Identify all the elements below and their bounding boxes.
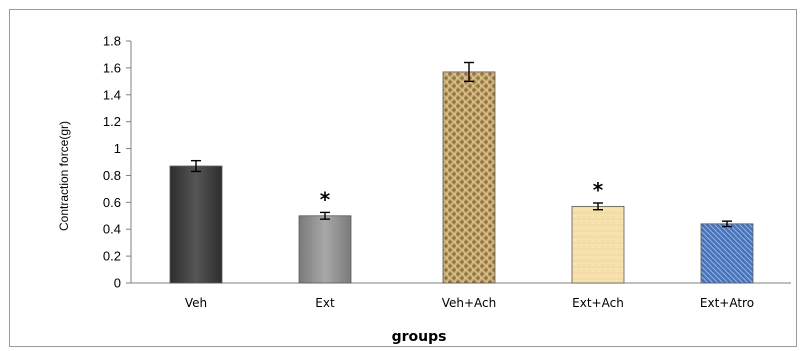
y-tick-label: 1 xyxy=(114,141,121,156)
y-tick-label: 0.4 xyxy=(103,222,121,237)
y-axis-title: Contraction force(gr) xyxy=(57,121,71,231)
y-tick-label: 0.8 xyxy=(103,168,121,183)
y-tick-label: 1.2 xyxy=(103,114,121,129)
x-category-label: Ext xyxy=(315,296,335,310)
y-tick-label: 0 xyxy=(114,276,121,291)
x-category-label: Ext+Ach xyxy=(572,296,624,310)
y-tick-label: 1.8 xyxy=(103,34,121,49)
x-category-label: Veh+Ach xyxy=(442,296,497,310)
chart-frame xyxy=(9,9,797,347)
significance-marker: * xyxy=(320,187,331,211)
y-tick-label: 0.6 xyxy=(103,195,121,210)
x-axis-title: groups xyxy=(392,329,447,345)
bar-ext xyxy=(298,215,352,284)
significance-marker: * xyxy=(593,178,604,202)
bar-ext-ach xyxy=(571,205,625,284)
y-tick-label: 0.2 xyxy=(103,249,121,264)
y-tick-label: 1.4 xyxy=(103,87,121,102)
x-category-label: Veh xyxy=(185,296,207,310)
bar-veh-ach xyxy=(442,71,496,284)
x-category-label: Ext+Atro xyxy=(700,296,754,310)
y-tick-label: 1.6 xyxy=(103,60,121,75)
bar-ext-atro xyxy=(700,223,754,284)
bar-veh xyxy=(169,165,223,284)
